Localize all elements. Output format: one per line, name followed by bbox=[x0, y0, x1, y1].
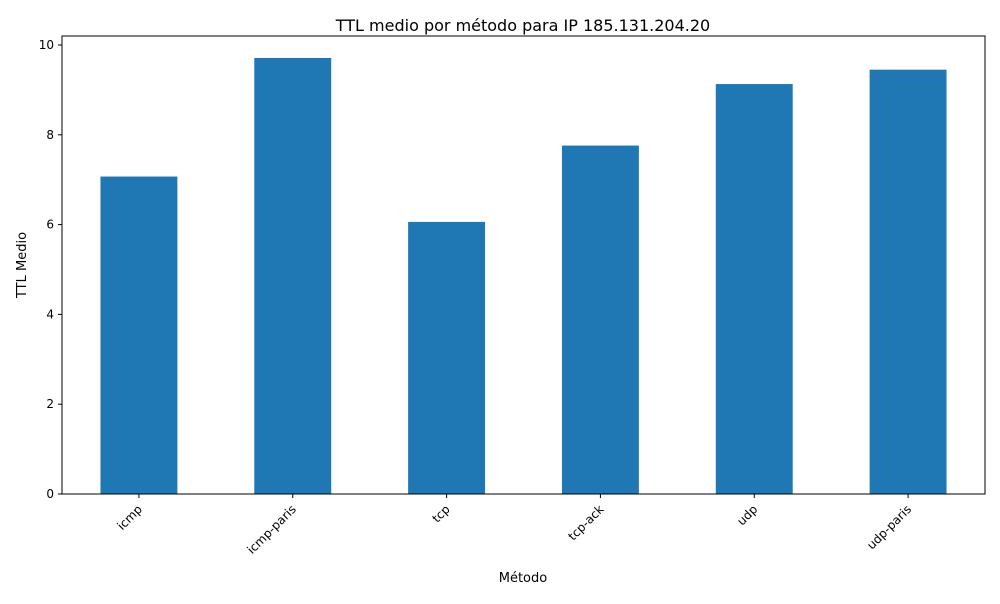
bar-tcp-ack bbox=[561, 145, 639, 494]
y-axis-ticks: 0 2 4 6 8 10 bbox=[39, 38, 62, 501]
chart-title: TTL medio por método para IP 185.131.204… bbox=[335, 16, 710, 35]
bars-layer bbox=[100, 58, 947, 495]
y-tick-label: 6 bbox=[46, 218, 54, 232]
y-tick-label: 8 bbox=[46, 128, 54, 142]
y-tick-label: 2 bbox=[46, 397, 54, 411]
bar-udp-paris bbox=[869, 69, 947, 495]
bar-udp bbox=[715, 84, 793, 495]
bar-icmp-paris bbox=[254, 58, 332, 494]
plot-area-frame bbox=[61, 35, 986, 495]
x-axis-label: Método bbox=[499, 571, 548, 586]
bar-icmp bbox=[100, 176, 178, 495]
y-tick-label: 10 bbox=[39, 38, 54, 52]
bar-tcp bbox=[408, 221, 486, 494]
y-axis-label: TTL Medio bbox=[15, 232, 30, 299]
y-tick-label: 0 bbox=[46, 487, 54, 501]
y-tick-label: 4 bbox=[46, 307, 54, 321]
